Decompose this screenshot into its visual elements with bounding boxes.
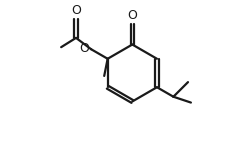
Text: O: O — [80, 42, 90, 55]
Text: O: O — [127, 9, 137, 22]
Text: O: O — [71, 4, 81, 17]
